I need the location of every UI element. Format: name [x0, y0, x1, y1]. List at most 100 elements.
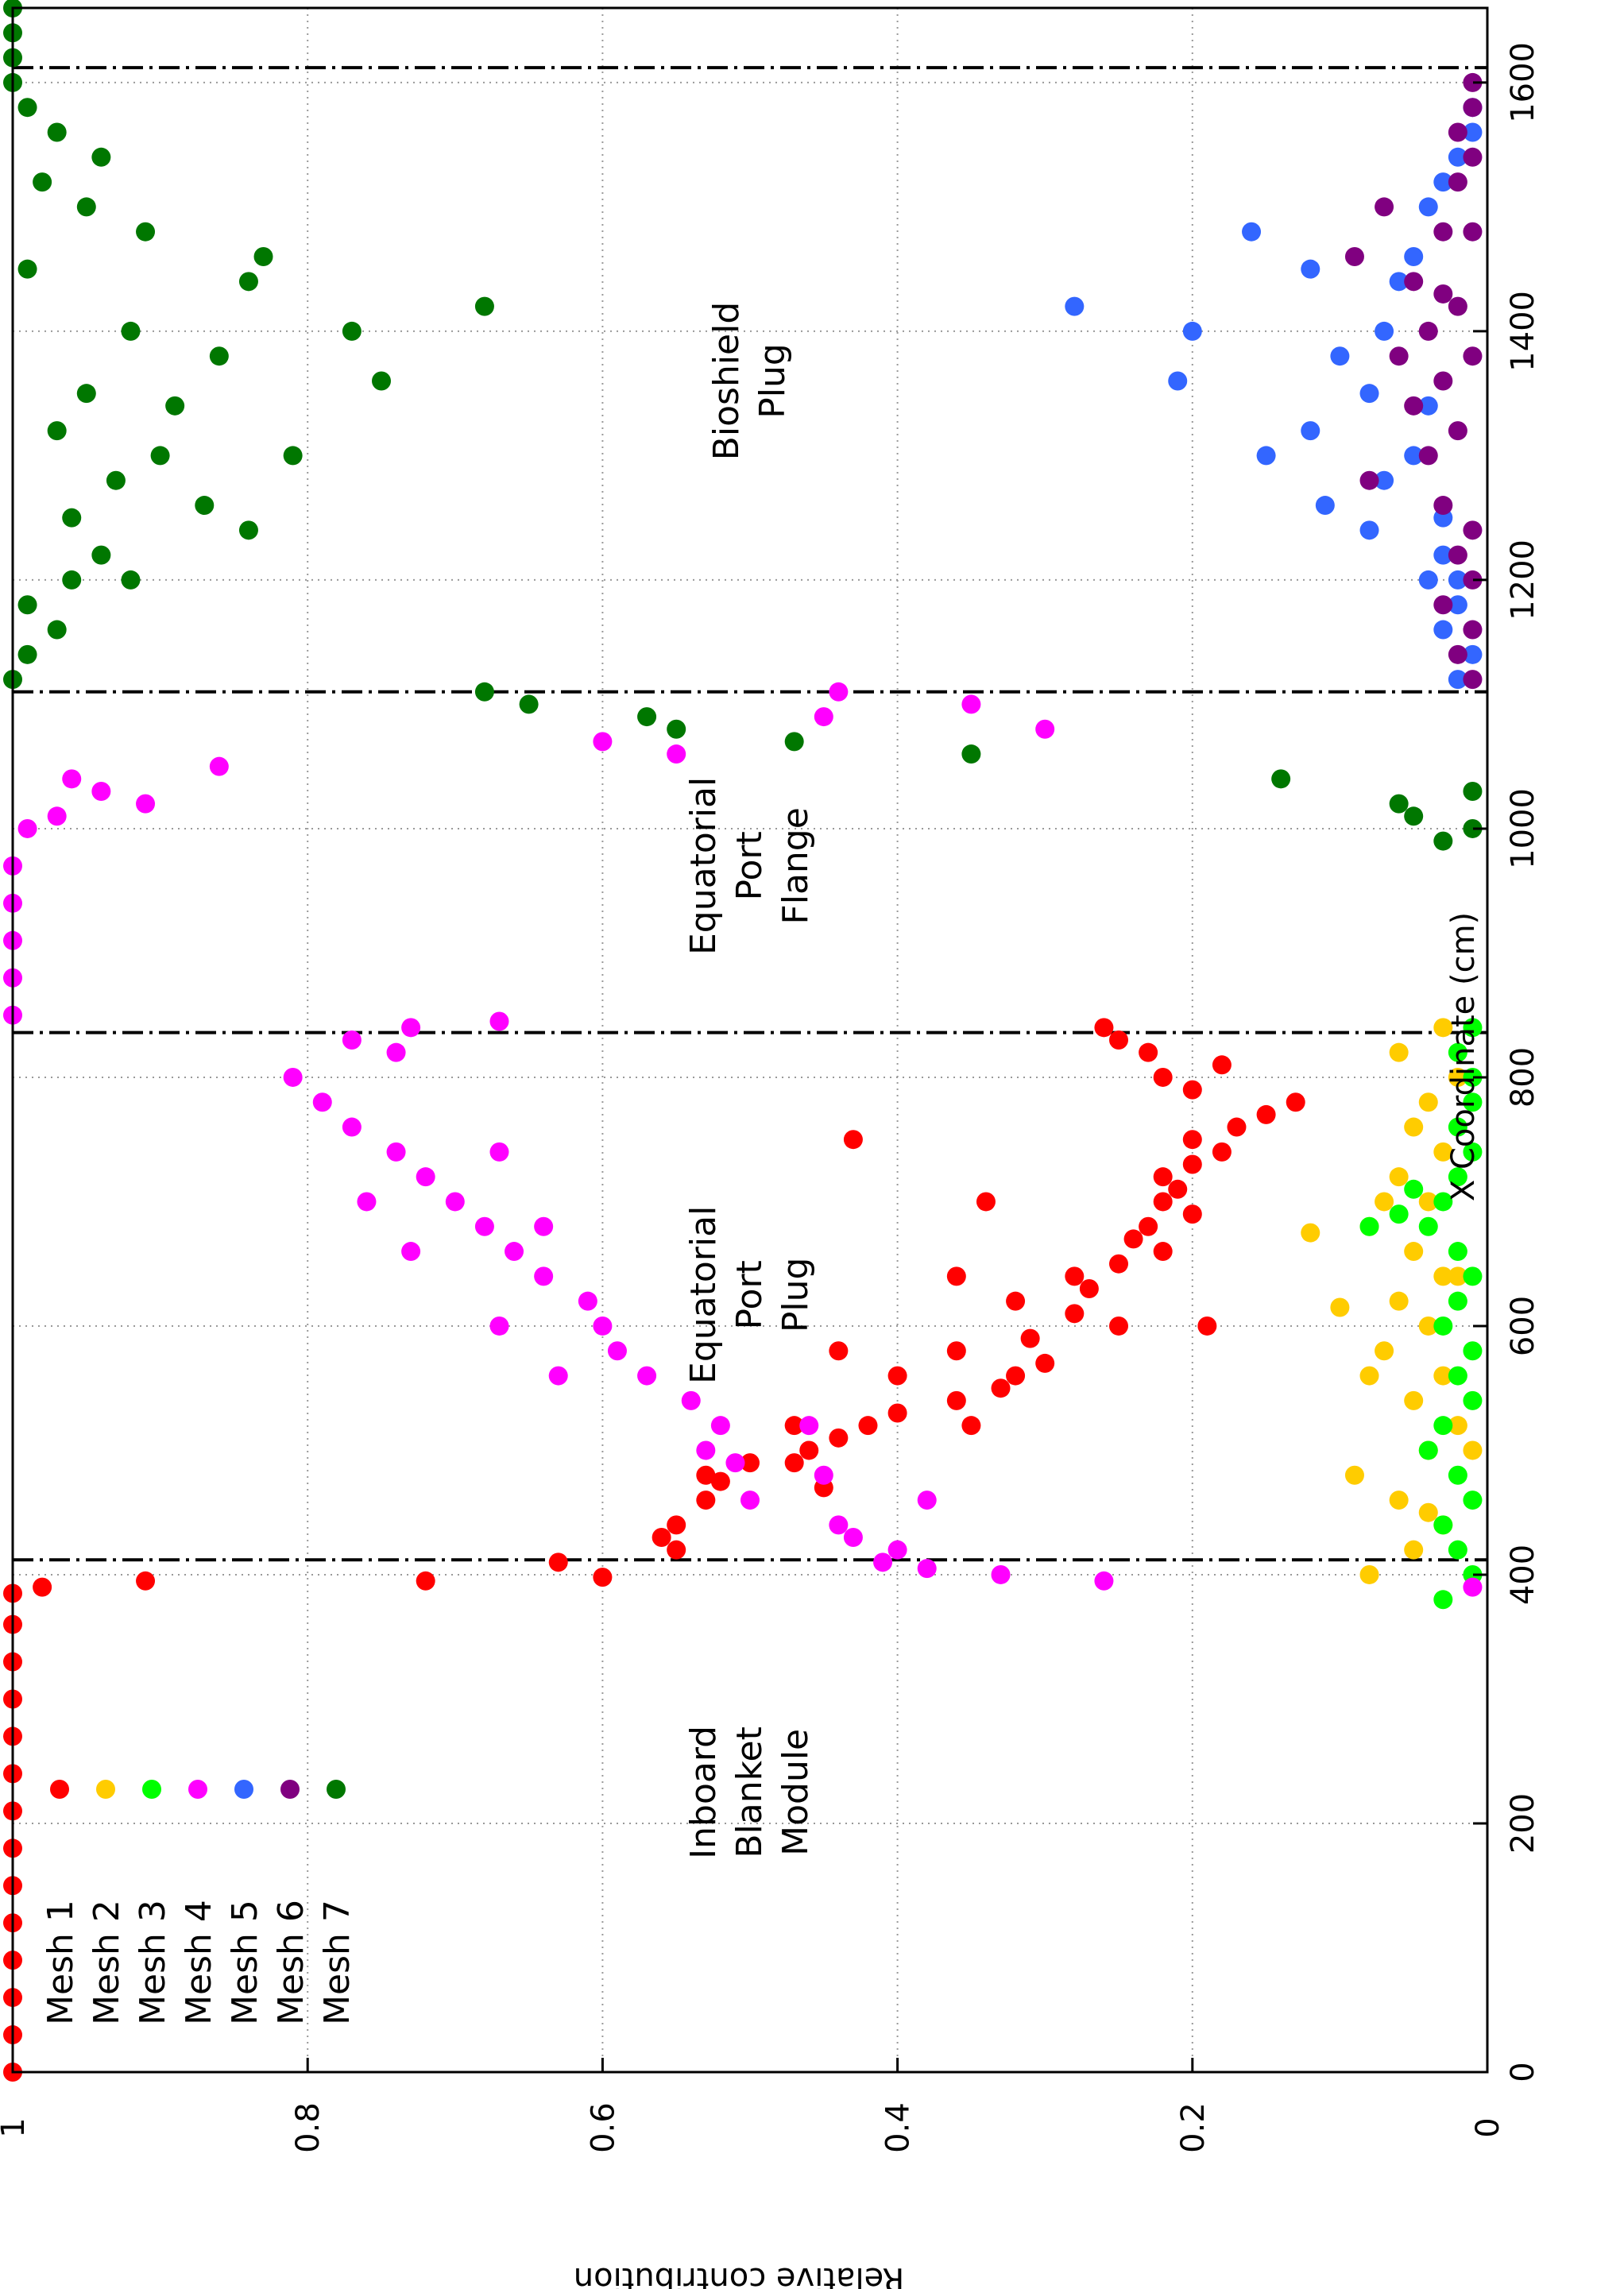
data-point [283, 1067, 303, 1087]
data-point [1389, 1491, 1409, 1510]
data-point [1433, 1192, 1453, 1212]
data-point [829, 1515, 849, 1535]
data-point [1404, 396, 1424, 416]
data-point [283, 446, 303, 466]
data-point [1448, 545, 1467, 565]
legend-label: Mesh 5 [225, 1900, 265, 2025]
legend-marker [142, 1780, 161, 1799]
data-point [917, 1491, 937, 1510]
x-tick-label: 1400 [1505, 291, 1541, 372]
data-point [1182, 321, 1202, 341]
region-label-line: Equatorial [683, 1206, 724, 1384]
data-point [858, 1416, 878, 1436]
data-point [1079, 1279, 1099, 1299]
data-point [1139, 1216, 1158, 1236]
data-point [17, 98, 37, 118]
x-tick-label: 1600 [1505, 42, 1541, 123]
data-point [91, 147, 111, 167]
region-label-line: Plug [775, 1258, 816, 1333]
data-point [150, 446, 170, 466]
data-point [961, 744, 981, 764]
data-point [445, 1192, 465, 1212]
data-point [1463, 781, 1483, 801]
x-tick-label: 400 [1505, 1545, 1541, 1605]
data-point [17, 595, 37, 615]
data-point [1182, 1154, 1202, 1174]
data-point [238, 520, 258, 540]
y-tick-label: 0.8 [290, 2102, 327, 2153]
data-point [1418, 570, 1438, 590]
data-point [1463, 346, 1483, 366]
data-point [17, 644, 37, 664]
data-point [1433, 1266, 1453, 1286]
legend-marker [96, 1780, 115, 1799]
data-point [1375, 197, 1394, 217]
data-point [1375, 321, 1394, 341]
region-label-line: Port [729, 1260, 770, 1329]
data-point [47, 122, 67, 142]
data-point [1433, 831, 1453, 851]
data-point [1448, 172, 1467, 192]
data-point [1418, 1316, 1438, 1336]
y-axis-label: Relative contribution [574, 2260, 904, 2289]
data-point [357, 1192, 377, 1212]
data-point [1301, 259, 1320, 279]
data-point [1448, 1067, 1467, 1087]
data-point [1301, 1223, 1320, 1243]
data-point [637, 707, 657, 727]
data-point [195, 496, 215, 516]
data-point [814, 707, 833, 727]
data-point [1389, 1167, 1409, 1187]
data-point [1065, 1304, 1085, 1324]
x-tick-label: 800 [1505, 1047, 1541, 1108]
series-mesh-4 [3, 682, 1483, 1597]
data-point [1448, 1117, 1467, 1137]
data-point [1418, 1216, 1438, 1236]
data-point [1389, 1291, 1409, 1311]
data-point [1182, 1130, 1202, 1150]
data-point [342, 1030, 362, 1050]
data-point [725, 1453, 745, 1473]
data-point [1286, 1092, 1305, 1112]
data-point [1153, 1067, 1173, 1087]
plot-frame [11, 6, 1489, 2074]
region-label: Bioshield Plug [706, 302, 793, 461]
data-point [667, 719, 686, 739]
data-point [1109, 1316, 1128, 1336]
legend-label: Mesh 2 [87, 1900, 127, 2025]
data-point [1359, 1216, 1379, 1236]
data-point [121, 570, 141, 590]
data-point [1433, 222, 1453, 242]
data-point [1463, 222, 1483, 242]
data-point [1256, 1104, 1276, 1124]
data-point [696, 1465, 716, 1485]
x-tick-label: 600 [1505, 1296, 1541, 1356]
data-point [1418, 1502, 1438, 1522]
data-point [607, 1341, 627, 1361]
data-point [1359, 384, 1379, 404]
data-point [1448, 1042, 1467, 1062]
region-label-line: Equatorial [683, 777, 724, 955]
data-point [784, 1416, 804, 1436]
region-label-line: Plug [752, 343, 793, 419]
data-point [1153, 1167, 1173, 1187]
data-point [253, 247, 273, 267]
data-point [401, 1242, 421, 1262]
data-point [1168, 1179, 1188, 1199]
data-point [593, 1316, 613, 1336]
region-boundaries [13, 66, 1487, 1562]
data-point [1463, 122, 1483, 142]
data-point [1433, 620, 1453, 640]
data-point [1448, 1465, 1467, 1485]
data-point [1418, 1092, 1438, 1112]
data-point [1418, 446, 1438, 466]
data-points [3, 0, 1483, 2082]
data-point [1359, 1564, 1379, 1584]
legend-marker [234, 1780, 253, 1799]
data-point [696, 1491, 716, 1510]
data-point [667, 1540, 686, 1560]
data-point [1448, 1366, 1467, 1386]
data-point [991, 1564, 1011, 1584]
data-point [784, 732, 804, 752]
data-point [873, 1552, 893, 1572]
